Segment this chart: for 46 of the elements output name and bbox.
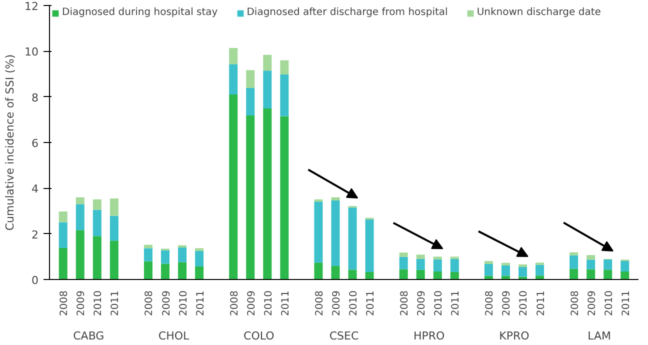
x-tick-label: 2008	[229, 290, 240, 316]
text: CHOL	[158, 330, 190, 342]
x-tick-label: 2009	[331, 290, 342, 316]
y-tick-label: 12	[24, 0, 39, 13]
y-tick-label: 8	[32, 91, 38, 104]
x-tick-label: 2011	[110, 290, 122, 316]
x-tick-label: 2008	[314, 290, 326, 316]
y-tick-label: 10	[24, 46, 39, 59]
x-tick-label: 2008	[144, 290, 156, 316]
x-tick-label: 2008	[59, 290, 70, 316]
text: HPRO	[414, 330, 446, 342]
y-tick-label: 2	[32, 228, 38, 242]
x-tick-label: 2009	[586, 290, 598, 316]
x-tick-label: 2009	[416, 290, 428, 316]
x-tick-label: 2010	[348, 290, 360, 316]
x-tick-label: 2011	[620, 290, 632, 316]
x-tick-label: 2009	[76, 290, 88, 316]
x-tick-label: 2011	[195, 290, 206, 316]
y-tick-label: 0	[32, 274, 38, 287]
text: COLO	[244, 330, 275, 342]
x-tick-label: 2010	[518, 290, 530, 316]
x-tick-label: 2010	[604, 290, 615, 316]
text: CABG	[73, 330, 104, 342]
legend-label: Diagnosed during hospital stay	[62, 7, 218, 18]
x-tick-label: 2010	[434, 290, 445, 316]
x-tick-label: 2009	[502, 290, 513, 316]
legend-label: Diagnosed after discharge from hospital	[246, 7, 448, 18]
y-axis-title: Cumulative incidence of SSI (%)	[4, 54, 17, 231]
text: KPRO	[499, 330, 530, 342]
x-tick-label: 2011	[450, 290, 462, 316]
x-tick-label: 2011	[280, 290, 292, 316]
y-tick-label: 6	[32, 137, 38, 150]
legend-label: Unknown discharge date	[476, 7, 601, 18]
x-tick-label: 2008	[570, 290, 581, 316]
x-tick-label: 2010	[178, 290, 190, 316]
text: LAM	[588, 330, 612, 342]
x-tick-label: 2010	[263, 290, 274, 316]
x-tick-label: 2008	[484, 290, 496, 316]
x-tick-label: 2009	[246, 290, 258, 316]
x-tick-label: 2011	[366, 290, 377, 316]
text: CSEC	[329, 330, 359, 342]
x-tick-label: 2009	[161, 290, 172, 316]
x-tick-label: 2011	[536, 290, 547, 316]
y-tick-label: 4	[32, 182, 38, 196]
x-tick-label: 2010	[93, 290, 104, 316]
x-tick-label: 2008	[400, 290, 411, 316]
